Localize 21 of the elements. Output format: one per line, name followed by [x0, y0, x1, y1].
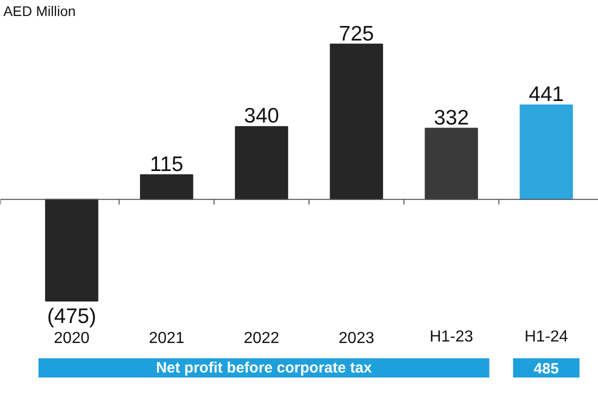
data-label: 725	[338, 22, 374, 46]
text: 485	[534, 360, 559, 378]
bar	[140, 174, 194, 200]
x-tick-label: 2023	[338, 330, 374, 348]
x-tick-label: 2021	[148, 330, 185, 348]
bar	[45, 198, 98, 302]
data-label: 115	[150, 152, 184, 176]
x-tick-label: 2022	[244, 330, 280, 348]
data-label: 332	[434, 106, 469, 130]
data-label: 340	[244, 104, 280, 128]
bar	[424, 128, 478, 200]
text: Net profit before corporate tax	[156, 359, 372, 376]
x-tick-label: 2020	[54, 330, 90, 348]
data-label: 441	[528, 83, 564, 106]
bar	[520, 104, 573, 200]
x-tick-label: H1-24	[524, 328, 568, 346]
text: AED Million	[3, 3, 76, 20]
bar	[234, 126, 288, 200]
x-tick-label: H1-23	[430, 328, 474, 346]
data-label: (475)	[47, 304, 96, 328]
bar	[330, 44, 384, 200]
